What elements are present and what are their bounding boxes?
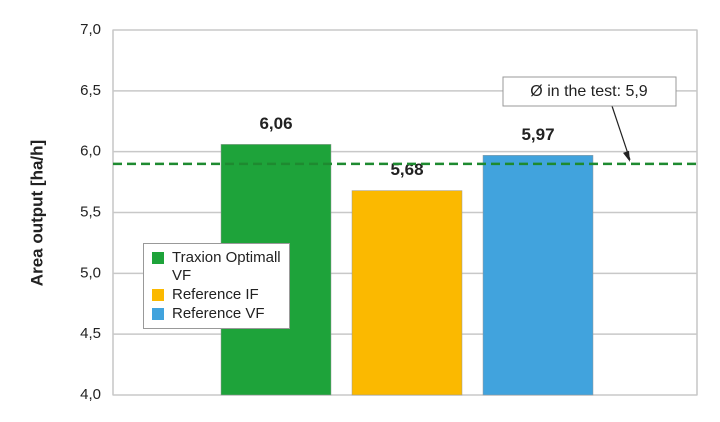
- y-tick-label: 6,5: [80, 82, 101, 99]
- bar: [482, 155, 594, 396]
- legend-swatch: [152, 289, 164, 301]
- y-tick-label: 6,0: [80, 143, 101, 160]
- legend-label: Reference VF: [172, 305, 265, 322]
- legend-swatch: [152, 308, 164, 320]
- annotation-box: [502, 76, 677, 107]
- y-axis-label: Area output [ha/h]: [27, 140, 46, 286]
- y-tick-label: 7,0: [80, 21, 101, 38]
- y-tick-label: 5,5: [80, 203, 101, 220]
- legend: Traxion Optimall VF Reference IF Reference…: [143, 243, 290, 329]
- annotation: Ø in the test: 5,9: [530, 83, 648, 100]
- legend-item: Reference VF: [152, 305, 289, 323]
- bar: [351, 190, 463, 396]
- annotation-arrow: [611, 105, 631, 161]
- legend-item: Traxion Optimall VF: [152, 249, 289, 285]
- y-tick-label: 5,0: [80, 264, 101, 281]
- value-label: 5,97: [521, 125, 554, 144]
- legend-label: Reference IF: [172, 286, 259, 303]
- value-label: 6,06: [259, 114, 292, 133]
- arrow-head: [623, 150, 630, 162]
- legend-swatch: [152, 252, 164, 264]
- legend-item: Reference IF: [152, 286, 289, 304]
- y-tick-label: 4,5: [80, 325, 101, 342]
- y-tick-label: 4,0: [80, 386, 101, 403]
- legend-label: Traxion Optimall VF: [172, 249, 281, 284]
